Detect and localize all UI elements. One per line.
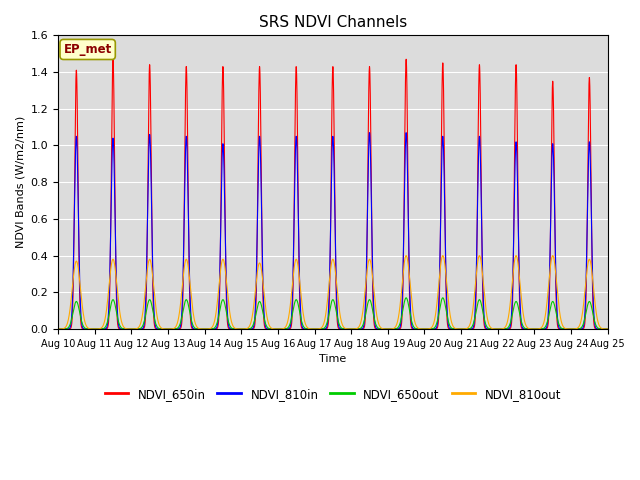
NDVI_650out — [172, 326, 179, 332]
NDVI_650out — [260, 314, 268, 320]
NDVI_810out — [604, 326, 612, 332]
X-axis label: Time: Time — [319, 354, 346, 364]
NDVI_650in — [166, 326, 173, 332]
NDVI_810in — [604, 326, 612, 332]
NDVI_810out — [172, 324, 179, 330]
Y-axis label: NDVI Bands (W/m2/nm): NDVI Bands (W/m2/nm) — [15, 116, 25, 248]
NDVI_650in — [487, 326, 495, 332]
NDVI_810out — [260, 288, 268, 294]
Line: NDVI_810out: NDVI_810out — [58, 255, 608, 329]
NDVI_810out — [166, 326, 173, 332]
NDVI_650in — [604, 326, 612, 332]
NDVI_650in — [602, 326, 610, 332]
NDVI_810out — [602, 326, 610, 332]
NDVI_650out — [439, 295, 447, 300]
NDVI_810in — [487, 326, 495, 332]
Line: NDVI_810in: NDVI_810in — [58, 132, 608, 329]
NDVI_810in — [54, 326, 62, 332]
NDVI_650in — [409, 326, 417, 332]
NDVI_650out — [166, 326, 173, 332]
NDVI_810in — [409, 325, 417, 331]
NDVI_650out — [54, 326, 62, 332]
NDVI_650out — [604, 326, 612, 332]
Line: NDVI_650out: NDVI_650out — [58, 298, 608, 329]
Line: NDVI_650in: NDVI_650in — [58, 59, 608, 329]
NDVI_810in — [172, 326, 179, 332]
NDVI_650in — [172, 326, 179, 332]
NDVI_810in — [602, 326, 610, 332]
NDVI_810out — [409, 306, 417, 312]
Legend: NDVI_650in, NDVI_810in, NDVI_650out, NDVI_810out: NDVI_650in, NDVI_810in, NDVI_650out, NDV… — [100, 383, 566, 405]
NDVI_810out — [54, 326, 62, 332]
NDVI_810in — [166, 326, 173, 332]
NDVI_650in — [54, 326, 62, 332]
NDVI_650in — [109, 56, 117, 62]
NDVI_810in — [260, 304, 268, 310]
NDVI_650out — [409, 322, 417, 327]
NDVI_810in — [403, 130, 410, 135]
NDVI_650out — [487, 326, 495, 332]
Title: SRS NDVI Channels: SRS NDVI Channels — [259, 15, 407, 30]
NDVI_650in — [260, 317, 268, 323]
NDVI_810out — [487, 324, 495, 330]
NDVI_810out — [549, 252, 557, 258]
Text: EP_met: EP_met — [63, 43, 112, 56]
NDVI_650out — [602, 326, 610, 332]
